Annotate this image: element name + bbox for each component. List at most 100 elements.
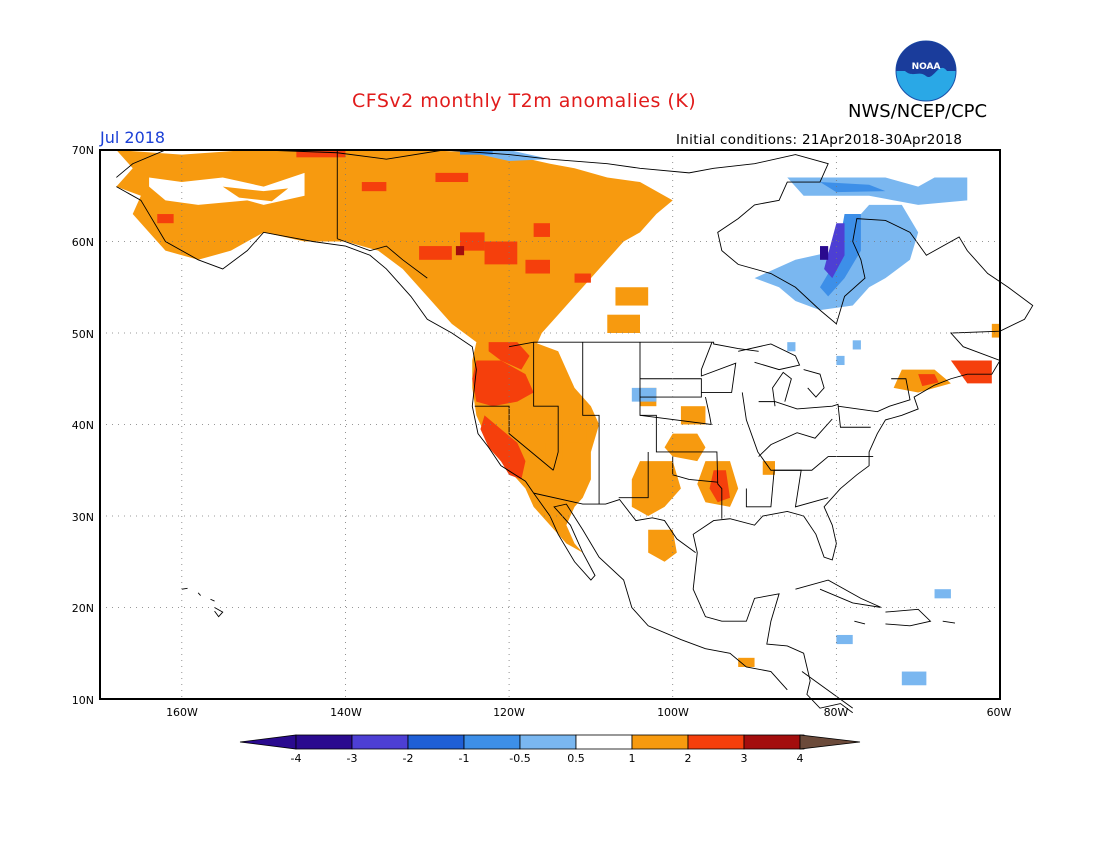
state-border-13: [837, 378, 911, 413]
gridlines: [100, 150, 1000, 699]
hot-cell: [533, 223, 550, 237]
lake-superior: [738, 343, 801, 371]
map-title: CFSv2 monthly T2m anomalies (K): [352, 90, 697, 112]
colorbar-label: 4: [797, 752, 804, 765]
warm-cell: [615, 287, 649, 306]
cool-cell: [934, 589, 951, 599]
very-cold-cell: [820, 246, 829, 260]
lat-label-40: 40N: [72, 419, 94, 432]
state-border-6: [639, 396, 712, 426]
cool-cell: [836, 355, 845, 366]
warm-cell: [545, 442, 563, 462]
colorbar-label: -4: [291, 752, 302, 765]
cool-cell: [852, 340, 861, 350]
cool-cell: [901, 671, 927, 686]
hot-region-nova-scotia: [950, 360, 992, 384]
warm-cell: [562, 424, 587, 443]
warm-cell: [607, 314, 640, 333]
jamaica: [854, 620, 866, 625]
map-frame: [99, 149, 1001, 700]
coastline-east: [116, 149, 1034, 561]
state-border-11: [745, 469, 829, 508]
state-border-14: [700, 341, 737, 393]
noaa-logo: NOAA: [895, 40, 957, 102]
warm-region-kansas: [664, 433, 706, 462]
valid-month: Jul 2018: [100, 128, 166, 147]
colorbar-label: 2: [685, 752, 692, 765]
lon-label-160w: 160W: [166, 706, 198, 719]
lon-label-140w: 140W: [330, 706, 362, 719]
warm-region-alaska-canada: [116, 150, 673, 361]
warm-cell: [738, 657, 755, 667]
axis-labels: 70N 60N 50N 40N 30N 20N 10N 160W 140W 12…: [72, 144, 1012, 719]
coastline-west: [116, 186, 788, 691]
border-canada-us: [509, 341, 759, 352]
cool-region-dakota: [631, 387, 657, 402]
state-border-7: [618, 451, 649, 499]
colorbar-box: [519, 734, 577, 750]
state-border-8: [672, 456, 718, 483]
warm-region-mexico-north: [648, 529, 677, 562]
hot-region-maine: [918, 374, 939, 387]
state-border-4: [474, 405, 554, 471]
cold-region-hudson: [824, 223, 845, 279]
cuba: [795, 579, 882, 608]
colorbar-label: 1: [629, 752, 636, 765]
hawaii-big-island: [214, 607, 224, 618]
state-border-12: [758, 418, 833, 457]
hot-region-wa: [488, 342, 530, 370]
cool-cell: [787, 342, 796, 352]
lon-label-120w: 120W: [493, 706, 525, 719]
state-border-5: [640, 378, 702, 398]
colorbar-box: [407, 734, 465, 750]
hot-cell: [296, 150, 346, 158]
hot-cell: [484, 241, 518, 265]
agency-label: NWS/NCEP/CPC: [848, 101, 988, 122]
lon-label-80w: 80W: [824, 706, 849, 719]
colorbar-box: [687, 734, 745, 750]
hawaii-oahu: [197, 592, 201, 596]
warm-patch: [222, 186, 289, 202]
hot-cell: [361, 182, 387, 192]
hot-region-ca: [480, 415, 526, 480]
anomaly-fill: [116, 150, 1000, 686]
colorbar-arrow-right: [799, 734, 861, 750]
hispaniola: [885, 608, 932, 627]
colorbar-box: [463, 734, 521, 750]
logo-text: NOAA: [912, 62, 941, 72]
central-america: [801, 671, 853, 709]
warm-cell: [680, 406, 706, 425]
lat-label-30: 30N: [72, 511, 94, 524]
hot-region-pacific-nw: [472, 360, 534, 407]
lat-label-20: 20N: [72, 602, 94, 615]
state-border-9: [741, 392, 874, 471]
hot-cell: [157, 214, 174, 224]
lat-label-70: 70N: [72, 144, 94, 157]
hawaii-maui: [210, 598, 215, 602]
lake-huron: [803, 369, 825, 398]
hawaii-kauai: [181, 587, 188, 590]
hot-cell: [574, 273, 591, 283]
lake-michigan: [772, 371, 792, 407]
state-border-2: [582, 342, 600, 505]
colorbar-label: 3: [741, 752, 748, 765]
colorbar-label: -1: [459, 752, 470, 765]
puerto-rico: [942, 620, 956, 624]
colorbar-box: [631, 734, 689, 750]
colorbar: [239, 734, 861, 750]
colorbar-label: -3: [347, 752, 358, 765]
lon-label-60w: 60W: [987, 706, 1012, 719]
colorbar-box: [351, 734, 409, 750]
colorbar-label: 0.5: [567, 752, 585, 765]
lat-label-50: 50N: [72, 328, 94, 341]
warm-region-texas-west: [631, 461, 681, 516]
hot-cell: [419, 246, 452, 260]
colorbar-box: [575, 734, 633, 750]
lon-label-100w: 100W: [657, 706, 689, 719]
coastlines: [116, 149, 1034, 714]
state-border-3: [533, 342, 559, 471]
coastline-gulf-caribbean: [692, 552, 853, 714]
colorbar-labels: -4 -3 -2 -1 -0.5 0.5 1 2 3 4: [291, 752, 804, 765]
colorbar-label: -2: [403, 752, 414, 765]
